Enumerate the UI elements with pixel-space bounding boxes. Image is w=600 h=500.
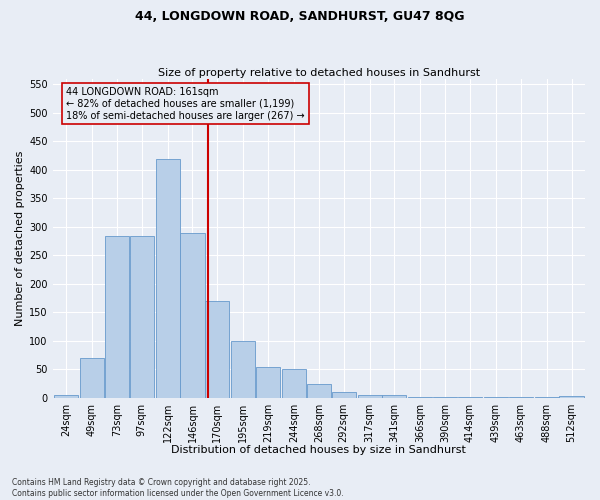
Bar <box>382 395 406 398</box>
Bar <box>559 396 584 398</box>
X-axis label: Distribution of detached houses by size in Sandhurst: Distribution of detached houses by size … <box>172 445 466 455</box>
Bar <box>155 158 179 398</box>
Bar <box>307 384 331 398</box>
Bar <box>181 232 205 398</box>
Bar <box>80 358 104 398</box>
Bar <box>509 397 533 398</box>
Bar <box>256 366 280 398</box>
Bar <box>332 392 356 398</box>
Bar <box>484 397 508 398</box>
Title: Size of property relative to detached houses in Sandhurst: Size of property relative to detached ho… <box>158 68 480 78</box>
Bar <box>105 236 129 398</box>
Bar <box>458 397 482 398</box>
Text: 44, LONGDOWN ROAD, SANDHURST, GU47 8QG: 44, LONGDOWN ROAD, SANDHURST, GU47 8QG <box>135 10 465 23</box>
Bar <box>358 395 382 398</box>
Bar <box>205 301 229 398</box>
Bar <box>408 397 433 398</box>
Text: 44 LONGDOWN ROAD: 161sqm
← 82% of detached houses are smaller (1,199)
18% of sem: 44 LONGDOWN ROAD: 161sqm ← 82% of detach… <box>66 88 305 120</box>
Y-axis label: Number of detached properties: Number of detached properties <box>15 150 25 326</box>
Bar <box>54 395 78 398</box>
Bar <box>231 341 255 398</box>
Bar <box>282 370 306 398</box>
Bar <box>433 397 457 398</box>
Bar <box>130 236 154 398</box>
Bar <box>535 397 559 398</box>
Text: Contains HM Land Registry data © Crown copyright and database right 2025.
Contai: Contains HM Land Registry data © Crown c… <box>12 478 344 498</box>
